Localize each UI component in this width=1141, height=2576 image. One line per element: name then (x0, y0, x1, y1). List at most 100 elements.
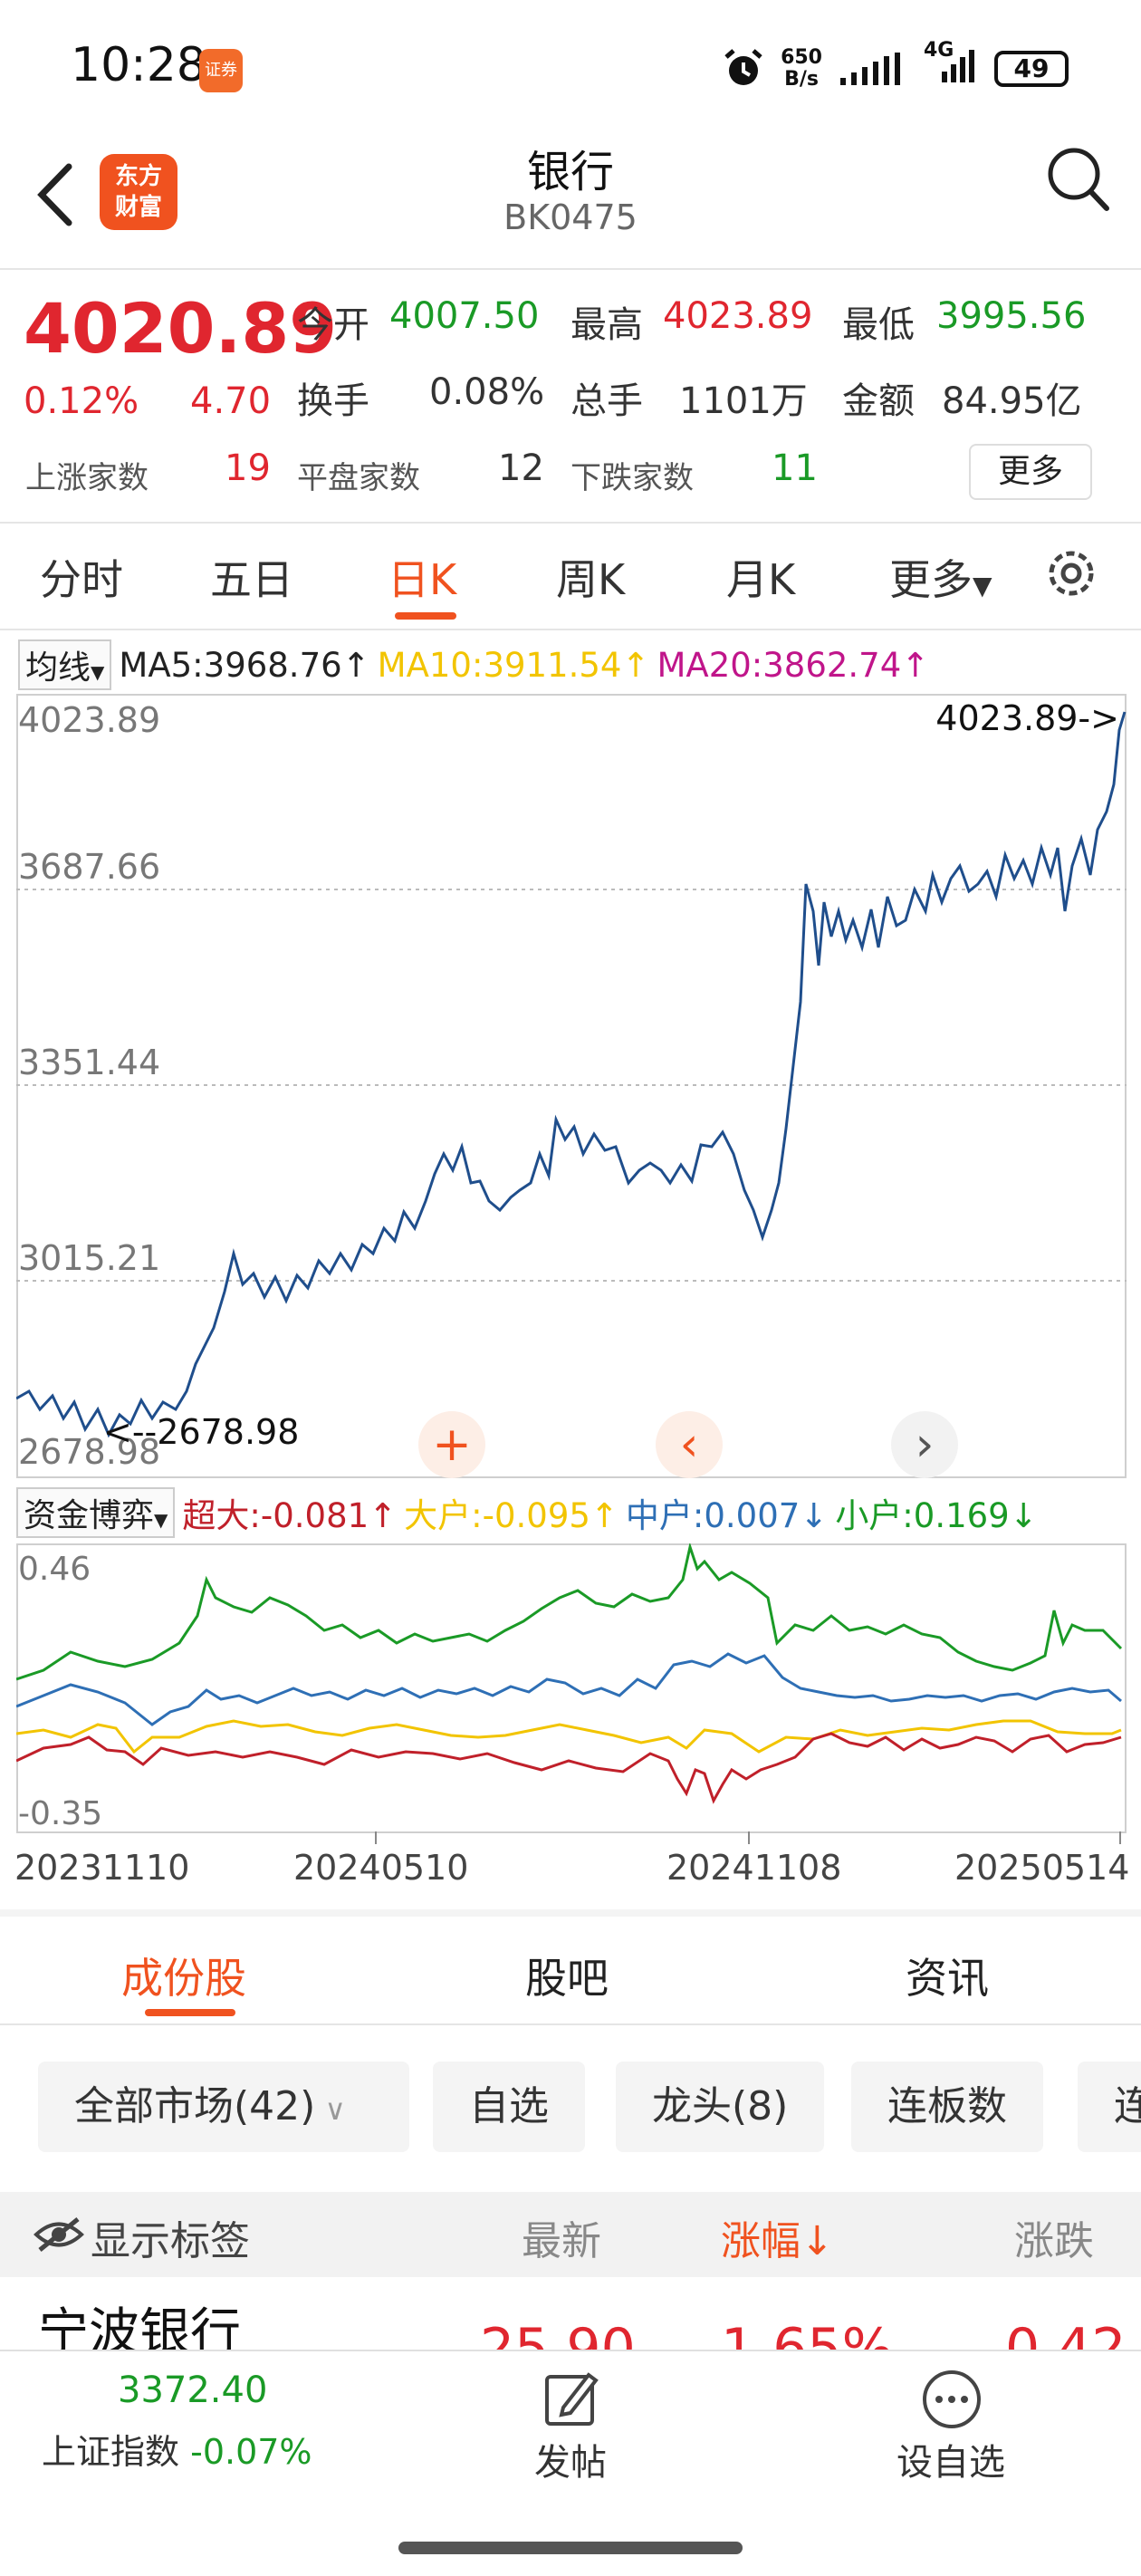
filter-more[interactable]: 连 (1078, 2062, 1141, 2152)
tab-constituents[interactable]: 成份股 (121, 1954, 246, 2003)
index-change: -0.07% (190, 2432, 312, 2472)
bottom-toolbar (0, 2350, 1141, 2576)
table-header (0, 2192, 1141, 2277)
min-marker: <--2678.98 (103, 1412, 299, 1452)
chart-section-bg (0, 1909, 1141, 1917)
volume-value: 1101万 (679, 380, 808, 422)
y-label-2: 3687.66 (18, 847, 160, 887)
high-value: 4023.89 (663, 295, 813, 337)
y-label-4: 3015.21 (18, 1238, 160, 1278)
index-value[interactable]: 3372.40 (118, 2369, 268, 2411)
index-name-row[interactable]: 上证指数 -0.07% (42, 2424, 312, 2474)
col-change-sort[interactable]: 涨幅↓ (721, 2218, 834, 2264)
capital-chart[interactable]: 0.46 -0.35 (16, 1543, 1127, 1833)
price-chart[interactable]: 4023.89 3687.66 3351.44 3015.21 2678.98 … (16, 694, 1127, 1478)
max-marker: 4023.89-> (935, 698, 1119, 738)
high-label: 最高 (570, 304, 643, 346)
caret-down-icon: ▼ (154, 1509, 168, 1531)
tab-news[interactable]: 资讯 (906, 1954, 989, 2003)
tab-forum[interactable]: 股吧 (525, 1954, 609, 2003)
turnover-value: 0.08% (429, 371, 545, 413)
bottom-tabs-divider (0, 2023, 1141, 2025)
small-value: 小户:0.169↓ (835, 1496, 1038, 1535)
caret-down-icon: ▼ (91, 661, 105, 683)
4g-label: 4G (924, 39, 954, 62)
show-tags-toggle[interactable]: 显示标签 (91, 2218, 250, 2264)
date-label-1: 20231110 (14, 1848, 190, 1888)
date-label-3: 20241108 (666, 1848, 842, 1888)
caret-down-icon: ▼ (973, 571, 992, 601)
col-diff[interactable]: 涨跌 (1014, 2218, 1094, 2264)
down-count: 11 (772, 447, 818, 489)
signal-icon (840, 53, 900, 85)
4g-signal: 4G (924, 39, 978, 90)
filter-limit-up-streak[interactable]: 连板数 (851, 2062, 1043, 2152)
mid-value: 中户:0.007↓ (625, 1496, 829, 1535)
gear-icon[interactable] (1041, 543, 1101, 603)
edit-post-icon[interactable] (542, 2369, 601, 2429)
ma-selector[interactable]: 均线▼ (18, 639, 112, 690)
logo-line-1: 东方 (114, 163, 162, 190)
tick-mark (1119, 1831, 1121, 1844)
tab-intraday[interactable]: 分时 (40, 555, 123, 604)
super-large-value: 超大:-0.081↑ (182, 1496, 398, 1535)
network-speed: 650 B/s (781, 47, 822, 91)
tab-daily-k[interactable]: 日K (388, 555, 457, 604)
eye-off-icon[interactable] (33, 2216, 85, 2254)
more-quote-button[interactable]: 更多 (969, 444, 1092, 500)
network-speed-unit: B/s (784, 68, 819, 91)
ma5-value: MA5:3968.76↑ (119, 645, 370, 685)
back-arrow-icon[interactable] (27, 154, 91, 235)
low-label: 最低 (842, 304, 915, 346)
tab-weekly-k[interactable]: 周K (556, 555, 626, 604)
amount-label: 金额 (842, 380, 915, 422)
tab-monthly-k[interactable]: 月K (726, 555, 796, 604)
filter-leaders[interactable]: 龙头(8) (616, 2062, 825, 2152)
price-line (16, 711, 1127, 1438)
post-button[interactable]: 发帖 (534, 2442, 607, 2484)
page-title: 银行 (526, 147, 614, 197)
status-time: 10:28 (71, 38, 206, 92)
add-favorite-button[interactable]: 设自选 (896, 2442, 1005, 2484)
zoom-in-button[interactable]: + (418, 1411, 485, 1478)
up-count-label: 上涨家数 (25, 460, 149, 496)
large-line (16, 1719, 1122, 1754)
active-tab-indicator (395, 612, 456, 620)
tab-more-periods[interactable]: 更多▼ (889, 547, 992, 607)
open-label: 今开 (297, 304, 369, 346)
mid-line (16, 1652, 1122, 1726)
alarm-icon (724, 49, 762, 85)
next-button[interactable]: › (891, 1411, 958, 1478)
filter-favorites[interactable]: 自选 (433, 2062, 585, 2152)
search-icon[interactable] (1041, 143, 1114, 216)
down-count-label: 下跌家数 (570, 460, 694, 496)
ma10-value: MA10:3911.54↑ (377, 645, 650, 685)
super-line (16, 1732, 1122, 1804)
flat-count: 12 (498, 447, 544, 489)
prev-button[interactable]: ‹ (656, 1411, 723, 1478)
date-label-4: 20250514 (954, 1848, 1130, 1888)
tab-five-day[interactable]: 五日 (210, 555, 293, 604)
network-speed-value: 650 (781, 46, 822, 69)
capital-y-bottom: -0.35 (18, 1795, 102, 1832)
tabs-divider (0, 629, 1141, 630)
eastmoney-logo: 东方 财富 (100, 154, 177, 230)
sector-code: BK0475 (503, 197, 638, 237)
capital-selector[interactable]: 资金博弈▼ (16, 1487, 176, 1538)
low-value: 3995.56 (936, 295, 1087, 337)
filter-all-markets-label: 全部市场(42) (74, 2083, 316, 2129)
change-value: 4.70 (190, 380, 272, 422)
current-price: 4020.89 (24, 288, 338, 369)
filter-all-markets[interactable]: 全部市场(42) ∨ (38, 2062, 409, 2152)
tab-more-label: 更多 (889, 555, 973, 604)
logo-line-2: 财富 (114, 194, 162, 221)
more-options-icon[interactable] (920, 2368, 983, 2431)
large-value: 大户:-0.095↑ (404, 1496, 618, 1535)
index-name: 上证指数 (42, 2432, 180, 2472)
active-bottom-tab-indicator (145, 2009, 235, 2016)
col-latest[interactable]: 最新 (522, 2218, 601, 2264)
home-indicator[interactable] (398, 2542, 743, 2554)
flat-count-label: 平盘家数 (297, 460, 420, 496)
change-percent: 0.12% (24, 380, 139, 422)
y-label-1: 4023.89 (18, 700, 160, 740)
